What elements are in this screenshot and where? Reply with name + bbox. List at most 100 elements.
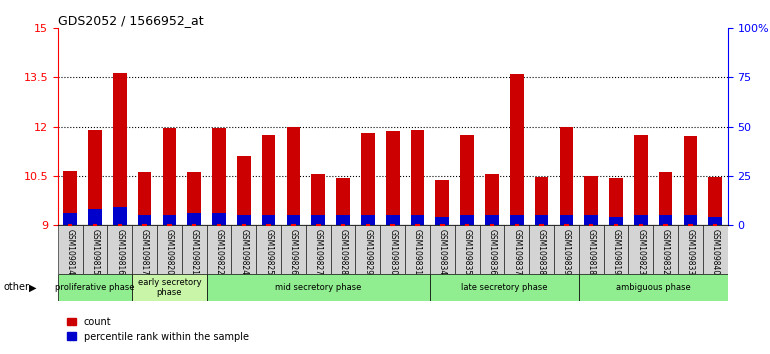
Bar — [232, 225, 256, 274]
Text: GSM109838: GSM109838 — [537, 229, 546, 275]
Text: GSM109830: GSM109830 — [388, 229, 397, 275]
Bar — [162, 215, 176, 225]
Text: GSM109839: GSM109839 — [562, 229, 571, 275]
Text: GSM109828: GSM109828 — [339, 229, 347, 275]
Bar — [554, 225, 579, 274]
Bar — [187, 172, 201, 225]
Bar — [356, 225, 380, 274]
Bar — [107, 225, 132, 274]
Bar — [405, 225, 430, 274]
Bar — [485, 215, 499, 225]
Text: GDS2052 / 1566952_at: GDS2052 / 1566952_at — [58, 14, 203, 27]
Text: GSM109840: GSM109840 — [711, 229, 720, 275]
Bar — [206, 274, 430, 301]
Bar — [653, 225, 678, 274]
Text: ▶: ▶ — [29, 282, 37, 292]
Bar — [213, 128, 226, 225]
Bar — [534, 215, 548, 225]
Text: GSM109818: GSM109818 — [587, 229, 596, 275]
Bar — [306, 225, 330, 274]
Bar — [88, 209, 102, 225]
Bar — [256, 225, 281, 274]
Text: GSM109820: GSM109820 — [165, 229, 174, 275]
Text: GSM109826: GSM109826 — [289, 229, 298, 275]
Bar — [504, 225, 529, 274]
Text: GSM109822: GSM109822 — [215, 229, 223, 275]
Bar — [63, 213, 77, 225]
Bar — [436, 217, 449, 225]
Bar — [410, 215, 424, 225]
Text: GSM109829: GSM109829 — [363, 229, 373, 275]
Text: other: other — [4, 282, 30, 292]
Bar — [678, 225, 703, 274]
Bar — [58, 225, 82, 274]
Text: GSM109823: GSM109823 — [636, 229, 645, 275]
Bar — [286, 127, 300, 225]
Text: GSM109831: GSM109831 — [413, 229, 422, 275]
Bar — [182, 225, 206, 274]
Bar — [455, 225, 480, 274]
Bar — [460, 215, 474, 225]
Bar — [708, 177, 722, 225]
Text: GSM109836: GSM109836 — [487, 229, 497, 275]
Bar — [162, 128, 176, 225]
Bar — [684, 215, 698, 225]
Text: GSM109824: GSM109824 — [239, 229, 249, 275]
Bar — [336, 215, 350, 225]
Bar — [132, 274, 206, 301]
Bar — [560, 127, 573, 225]
Text: GSM109815: GSM109815 — [90, 229, 99, 275]
Bar — [237, 215, 251, 225]
Text: GSM109819: GSM109819 — [611, 229, 621, 275]
Text: mid secretory phase: mid secretory phase — [275, 283, 361, 292]
Bar — [286, 215, 300, 225]
Text: ambiguous phase: ambiguous phase — [616, 283, 691, 292]
Bar — [628, 225, 653, 274]
Bar — [132, 225, 157, 274]
Bar — [436, 180, 449, 225]
Bar — [609, 217, 623, 225]
Bar — [430, 225, 455, 274]
Text: proliferative phase: proliferative phase — [55, 283, 135, 292]
Text: GSM109816: GSM109816 — [116, 229, 124, 275]
Bar — [113, 207, 126, 225]
Bar — [460, 135, 474, 225]
Bar — [361, 133, 375, 225]
Bar — [58, 274, 132, 301]
Bar — [88, 130, 102, 225]
Bar — [113, 73, 126, 225]
Bar — [529, 225, 554, 274]
Bar — [634, 135, 648, 225]
Bar — [380, 225, 405, 274]
Bar — [634, 215, 648, 225]
Bar — [480, 225, 504, 274]
Bar — [534, 177, 548, 225]
Text: GSM109833: GSM109833 — [686, 229, 695, 275]
Bar — [604, 225, 628, 274]
Text: GSM109834: GSM109834 — [438, 229, 447, 275]
Text: GSM109821: GSM109821 — [189, 229, 199, 275]
Bar — [138, 172, 152, 225]
Bar — [386, 215, 400, 225]
Bar — [82, 225, 107, 274]
Bar — [311, 174, 325, 225]
Bar — [157, 225, 182, 274]
Bar — [579, 225, 604, 274]
Bar — [579, 274, 728, 301]
Bar — [510, 215, 524, 225]
Bar — [584, 176, 598, 225]
Bar — [63, 171, 77, 225]
Bar — [311, 215, 325, 225]
Bar — [213, 213, 226, 225]
Bar — [262, 215, 276, 225]
Bar — [330, 225, 356, 274]
Text: late secretory phase: late secretory phase — [461, 283, 547, 292]
Bar — [430, 274, 579, 301]
Bar — [386, 131, 400, 225]
Bar — [609, 178, 623, 225]
Bar — [708, 217, 722, 225]
Text: GSM109814: GSM109814 — [65, 229, 75, 275]
Bar — [485, 174, 499, 225]
Bar — [410, 130, 424, 225]
Text: early secretory
phase: early secretory phase — [138, 278, 201, 297]
